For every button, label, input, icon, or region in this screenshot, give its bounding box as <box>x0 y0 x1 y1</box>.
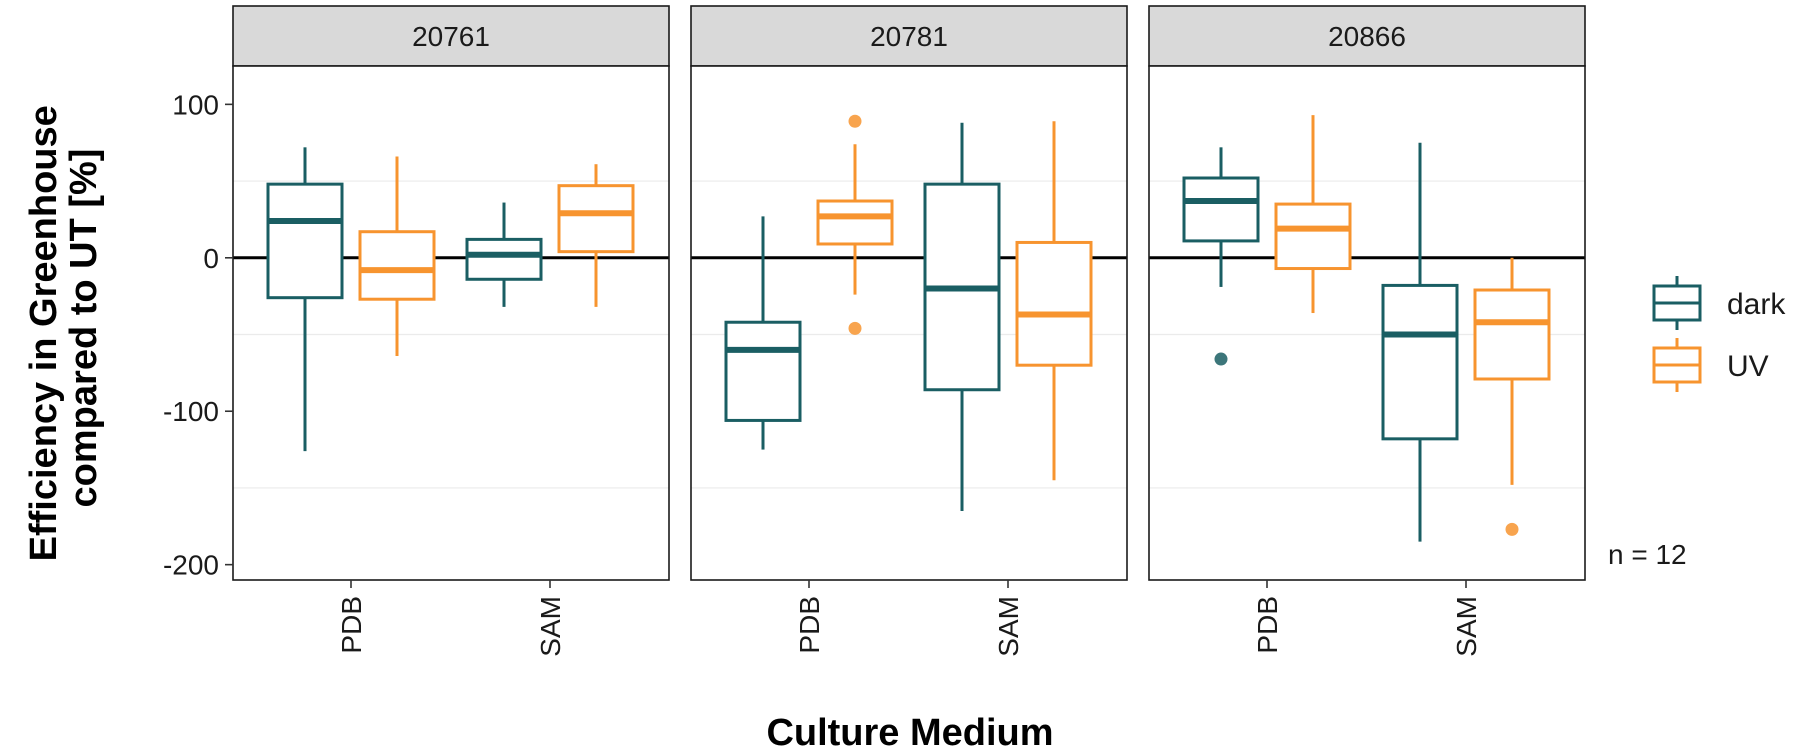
x-tick-label: SAM <box>535 596 566 657</box>
facet-panel-20781: 20781 <box>690 5 1128 581</box>
box-iqr <box>557 184 635 254</box>
boxplot-sam-uv <box>1473 257 1551 536</box>
sample-size-annotation: n = 12 <box>1608 539 1687 570</box>
x-axis-title: Culture Medium <box>766 712 1053 751</box>
legend-item-uv: UV <box>1652 338 1769 392</box>
outlier-point <box>1505 522 1519 536</box>
boxplot-sam-dark <box>465 202 543 307</box>
outlier-point <box>1214 352 1228 366</box>
x-tick-label: PDB <box>1252 596 1283 654</box>
legend-item-dark: dark <box>1652 276 1786 330</box>
y-axis: 100 0 -100 -200 <box>163 89 233 581</box>
legend-label: UV <box>1727 350 1769 383</box>
boxplot-sam-uv <box>557 164 635 307</box>
box-iqr <box>816 199 894 246</box>
panel-border <box>232 65 670 581</box>
y-tick-label: 100 <box>172 89 219 120</box>
facet-strip-label: 20866 <box>1328 21 1406 52</box>
box-iqr <box>266 182 344 300</box>
facet-panel-20866: 20866 <box>1148 5 1586 581</box>
boxplot-sam-dark <box>1381 142 1459 542</box>
x-tick-label: SAM <box>1451 596 1482 657</box>
x-tick-label: PDB <box>794 596 825 654</box>
facet-panel-20761: 20761 <box>232 5 670 581</box>
y-axis-title-line-1: Efficiency in Greenhouse <box>23 105 65 561</box>
facet-strip <box>690 5 1128 67</box>
box-iqr <box>1015 240 1093 367</box>
facet-strip-label: 20761 <box>412 21 490 52</box>
outlier-point <box>848 321 862 335</box>
boxplot-pdb-uv <box>358 156 436 356</box>
boxplot-pdb-dark <box>266 147 344 452</box>
box-iqr <box>724 320 802 422</box>
facet-strip <box>232 5 670 67</box>
box-iqr <box>1182 176 1260 243</box>
y-tick-label: -200 <box>163 550 219 581</box>
x-axis: PDB SAM PDB SAM PDB SAM <box>336 580 1482 657</box>
box-iqr <box>1473 288 1551 381</box>
y-tick-label: -100 <box>163 396 219 427</box>
legend-label: dark <box>1727 288 1786 321</box>
boxplot-sam-uv <box>1015 121 1093 481</box>
legend: dark UV <box>1652 276 1786 392</box>
panel-background <box>233 66 669 580</box>
facet-strip <box>1148 5 1586 67</box>
box-iqr <box>358 230 436 301</box>
panel-border <box>1148 65 1586 581</box>
y-tick-label: 0 <box>203 243 219 274</box>
boxplot-pdb-uv <box>816 114 894 335</box>
panels-layer: 20761 20781 20866 <box>232 5 1586 581</box>
panel-border <box>690 65 1128 581</box>
x-tick-label: PDB <box>336 596 367 654</box>
x-tick-label: SAM <box>993 596 1024 657</box>
boxplot-pdb-dark <box>1182 147 1260 366</box>
box-iqr <box>1274 202 1352 271</box>
y-axis-title-line-2: compared to UT [%] <box>63 149 105 508</box>
outlier-point <box>848 114 862 128</box>
boxplot-sam-dark <box>923 122 1001 511</box>
boxplot-pdb-dark <box>724 216 802 450</box>
boxplot-pdb-uv <box>1274 115 1352 314</box>
y-axis-title: Efficiency in Greenhouse compared to UT … <box>23 95 105 562</box>
facet-strip-label: 20781 <box>870 21 948 52</box>
box-iqr <box>1381 283 1459 441</box>
box-iqr <box>465 237 543 281</box>
